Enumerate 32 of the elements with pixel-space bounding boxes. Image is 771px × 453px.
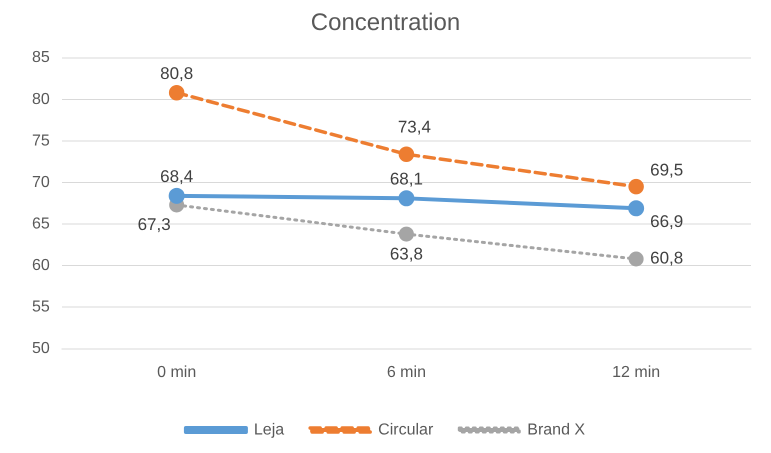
data-label: 68,1 (390, 170, 423, 188)
point (398, 146, 414, 162)
y-tick-label: 75 (32, 132, 50, 150)
legend-label: Leja (254, 421, 284, 438)
data-label: 80,8 (160, 64, 194, 83)
legend-label: Brand X (527, 421, 586, 438)
data-label: 73,4 (398, 117, 431, 136)
y-tick-label: 55 (32, 298, 50, 316)
x-tick-label: 0 min (157, 364, 196, 381)
legend-label: Circular (378, 421, 434, 438)
point (628, 252, 644, 267)
y-tick-label: 70 (32, 174, 50, 191)
data-label: 69,5 (650, 160, 684, 180)
point (168, 188, 185, 204)
data-label: 66,9 (650, 212, 684, 231)
x-tick-label: 12 min (612, 364, 660, 381)
point (628, 200, 644, 216)
point (398, 226, 414, 242)
chart-title: Concentration (310, 9, 460, 36)
data-label: 60,8 (650, 248, 684, 268)
data-label: 68,4 (160, 167, 194, 186)
y-tick-label: 80 (32, 90, 50, 108)
point (628, 178, 644, 194)
point (168, 84, 184, 100)
data-label: 67,3 (138, 215, 171, 234)
y-tick-label: 50 (32, 340, 50, 358)
y-tick-label: 85 (32, 49, 50, 66)
y-tick-label: 60 (32, 257, 50, 274)
x-tick-label: 6 min (386, 364, 426, 381)
data-label: 63,8 (390, 244, 423, 264)
point (398, 190, 414, 206)
y-tick-label: 65 (32, 215, 50, 232)
